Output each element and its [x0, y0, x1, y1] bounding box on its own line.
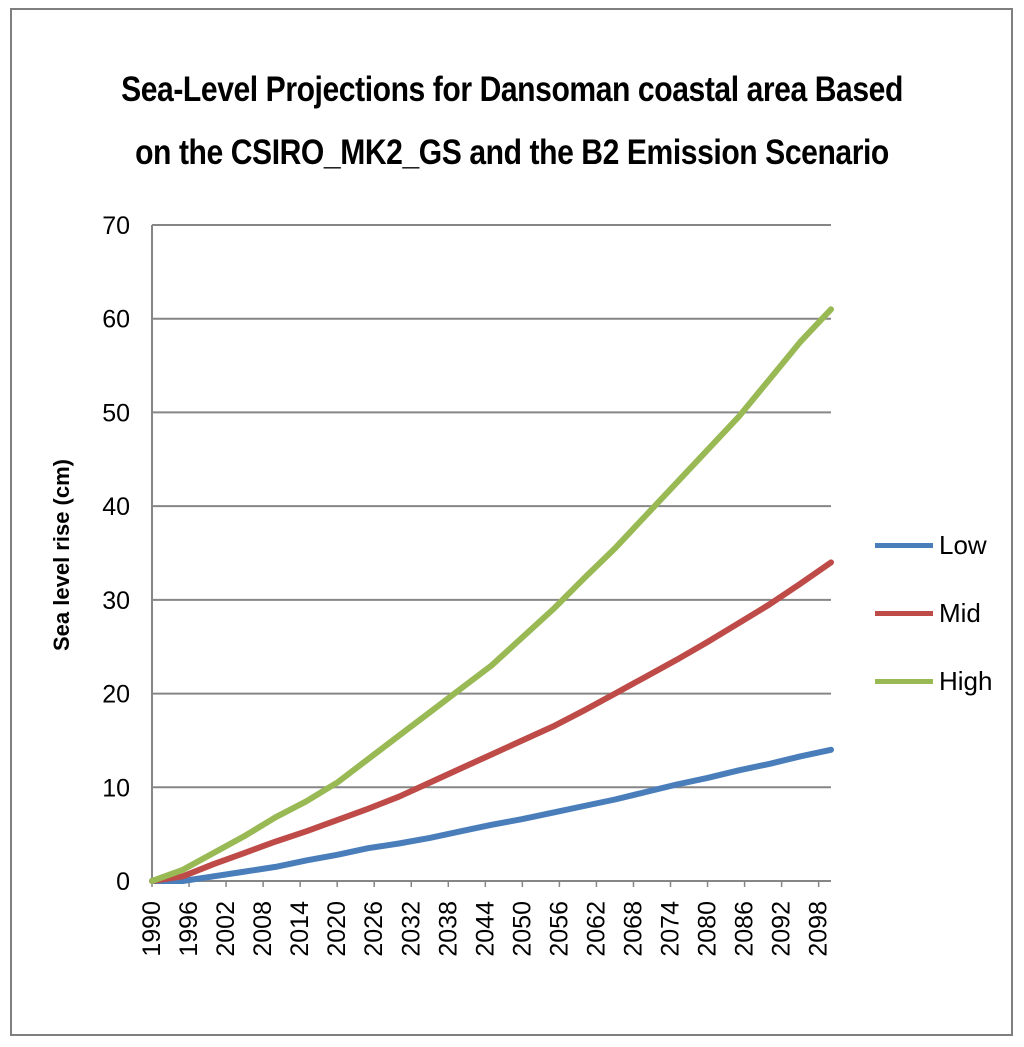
- legend-item-low: Low: [875, 530, 1005, 560]
- x-tick-label: 2074: [657, 901, 685, 957]
- x-tick-label: 1996: [175, 901, 203, 957]
- legend-swatch-low: [875, 543, 933, 548]
- x-tick-label: 2026: [360, 901, 388, 957]
- x-tick-label: 2080: [694, 901, 722, 957]
- series-line-low: [149, 746, 834, 884]
- x-tick-label: 2062: [582, 901, 610, 957]
- y-tick-label: 70: [102, 212, 130, 240]
- series-line-mid: [149, 559, 834, 884]
- x-tick-label: 2086: [731, 901, 759, 957]
- y-tick-label: 10: [102, 774, 130, 802]
- gridlines: [152, 224, 831, 789]
- x-tick-label: 2098: [805, 901, 833, 957]
- x-tick-label: 2038: [434, 901, 462, 957]
- x-tick-label: 2092: [768, 901, 796, 957]
- x-tick-label: 2050: [508, 901, 536, 957]
- y-tick-label: 40: [102, 493, 130, 521]
- chart-frame: [10, 8, 1013, 1036]
- y-tick-label: 30: [102, 587, 130, 615]
- x-tick-label: 2014: [286, 901, 314, 957]
- legend-item-high: High: [875, 666, 1005, 696]
- legend-label-mid: Mid: [939, 598, 981, 628]
- x-tick-label: 2044: [471, 901, 499, 957]
- x-tick-label: 2056: [545, 901, 573, 957]
- chart-title-line-1: Sea-Level Projections for Dansoman coast…: [121, 70, 903, 109]
- y-tick-label: 0: [116, 868, 130, 896]
- x-tick-label: 1990: [138, 901, 166, 957]
- legend-label-low: Low: [939, 530, 987, 560]
- y-tick-label: 20: [102, 681, 130, 709]
- y-tick-label: 60: [102, 306, 130, 334]
- x-tick-label: 2032: [397, 901, 425, 957]
- x-tick-label: 2008: [249, 901, 277, 957]
- y-tick-labels: 0 10 20 30 40 50 60 70: [102, 212, 130, 896]
- legend-item-mid: Mid: [875, 598, 1005, 628]
- legend-swatch-high: [875, 679, 933, 684]
- legend-label-high: High: [939, 666, 993, 696]
- x-tick-label: 2068: [619, 901, 647, 957]
- chart-title-line-2: on the CSIRO_MK2_GS and the B2 Emission …: [135, 133, 889, 172]
- axes: [151, 225, 831, 887]
- series-line-high: [149, 306, 834, 884]
- x-tick-label: 2002: [212, 901, 240, 957]
- y-tick-label: 50: [102, 399, 130, 427]
- series-lines: [149, 306, 834, 884]
- legend-swatch-mid: [875, 611, 933, 616]
- x-tick-label: 2020: [323, 901, 351, 957]
- x-tick-labels: 1990 1996 2002 2008 2014 2020 2026 2032 2038 2044…: [138, 901, 833, 957]
